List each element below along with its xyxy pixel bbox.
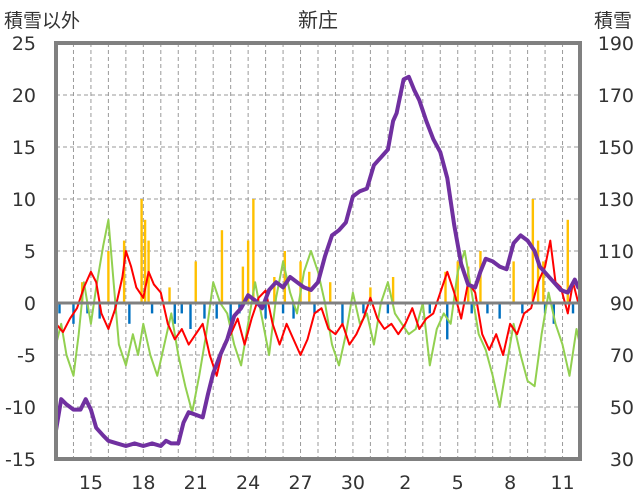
precip-bar bbox=[386, 303, 390, 314]
snowfall-bar bbox=[391, 277, 395, 303]
x-tick-label: 2 bbox=[399, 472, 411, 494]
snowfall-bar bbox=[512, 261, 515, 303]
snowfall-bar bbox=[252, 199, 255, 303]
snowfall-bar bbox=[220, 230, 224, 303]
right-tick-label: 70 bbox=[610, 345, 634, 367]
precip-bar bbox=[128, 303, 131, 324]
precip-bar bbox=[313, 303, 316, 314]
precip-bar bbox=[470, 303, 473, 314]
right-axis-label: 積雪 bbox=[594, 10, 632, 32]
right-tick-label: 90 bbox=[610, 293, 634, 315]
precip-bar bbox=[486, 303, 489, 314]
left-tick-label: -15 bbox=[5, 449, 36, 471]
precip-bar bbox=[150, 303, 154, 314]
snowfall-bar bbox=[329, 282, 332, 303]
precip-bar bbox=[341, 303, 344, 324]
snowfall-bar bbox=[536, 240, 540, 303]
precip-bar bbox=[203, 303, 206, 319]
right-tick-label: 150 bbox=[598, 137, 634, 159]
snowfall-bar bbox=[122, 240, 126, 303]
right-tick-label: 170 bbox=[598, 85, 634, 107]
snowfall-bar bbox=[299, 261, 302, 303]
line-series bbox=[54, 74, 581, 448]
precip-bar bbox=[521, 303, 524, 314]
snowfall-bar bbox=[369, 287, 372, 303]
left-tick-label: -10 bbox=[5, 397, 36, 419]
x-tick-label: 15 bbox=[79, 472, 103, 494]
x-tick-label: 24 bbox=[236, 472, 260, 494]
precip-bar bbox=[446, 303, 449, 340]
snowfall-bar bbox=[566, 219, 569, 303]
x-tick-label: 18 bbox=[131, 472, 155, 494]
chart-title: 新庄 bbox=[298, 8, 338, 32]
right-tick-label: 110 bbox=[598, 241, 634, 263]
precip-bar bbox=[173, 303, 176, 324]
precip-bar bbox=[264, 303, 267, 319]
x-tick-label: 30 bbox=[341, 472, 365, 494]
left-tick-label: 15 bbox=[12, 137, 36, 159]
left-tick-label: 5 bbox=[24, 241, 36, 263]
precip-bar bbox=[571, 303, 575, 314]
snowfall-bar bbox=[444, 271, 447, 303]
precip-bar bbox=[215, 303, 218, 319]
left-tick-label: 10 bbox=[12, 189, 36, 211]
right-tick-label: 130 bbox=[598, 189, 634, 211]
snowfall-bar bbox=[273, 277, 276, 303]
snow_depth-line bbox=[54, 74, 581, 448]
left-tick-label: -5 bbox=[17, 345, 36, 367]
temperature-line bbox=[55, 239, 580, 377]
snowfall-bar bbox=[194, 261, 197, 303]
precip-bar bbox=[58, 303, 61, 314]
snowfall-bar bbox=[456, 261, 459, 303]
precip-bar bbox=[98, 303, 101, 319]
left-tick-label: 20 bbox=[12, 85, 36, 107]
right-tick-label: 190 bbox=[598, 33, 634, 55]
x-tick-label: 11 bbox=[550, 472, 574, 494]
snowfall-bar bbox=[542, 261, 545, 303]
snowfall-bar bbox=[107, 251, 110, 303]
temp_range-line bbox=[55, 218, 581, 414]
snowfall-bar bbox=[241, 266, 245, 303]
precip-bar bbox=[292, 303, 295, 319]
gridlines bbox=[56, 43, 580, 459]
left-tick-label: 25 bbox=[12, 33, 36, 55]
left-tick-label: 0 bbox=[24, 293, 36, 315]
right-tick-label: 50 bbox=[610, 397, 634, 419]
x-tick-label: 8 bbox=[504, 472, 516, 494]
precip-bar bbox=[180, 303, 183, 314]
snowfall-bar bbox=[246, 240, 250, 303]
left-axis-label: 積雪以外 bbox=[4, 10, 80, 32]
x-tick-label: 27 bbox=[288, 472, 312, 494]
x-tick-label: 5 bbox=[452, 472, 464, 494]
snowfall-bar bbox=[168, 287, 171, 303]
precip-bar bbox=[428, 303, 431, 314]
snowfall-bar bbox=[140, 199, 143, 303]
precip-bar bbox=[362, 303, 365, 314]
precip-bar bbox=[498, 303, 501, 319]
plot-frame bbox=[54, 41, 582, 461]
tick-labels: 2520151050-5-10-151901701501301109070503… bbox=[5, 33, 634, 494]
precip-bar bbox=[189, 303, 192, 329]
right-tick-label: 30 bbox=[610, 449, 634, 471]
precip-bar bbox=[281, 303, 285, 314]
snowfall-bar bbox=[143, 219, 147, 303]
precip-bar bbox=[229, 303, 232, 324]
x-tick-label: 21 bbox=[184, 472, 208, 494]
snowfall-bar bbox=[283, 251, 287, 303]
